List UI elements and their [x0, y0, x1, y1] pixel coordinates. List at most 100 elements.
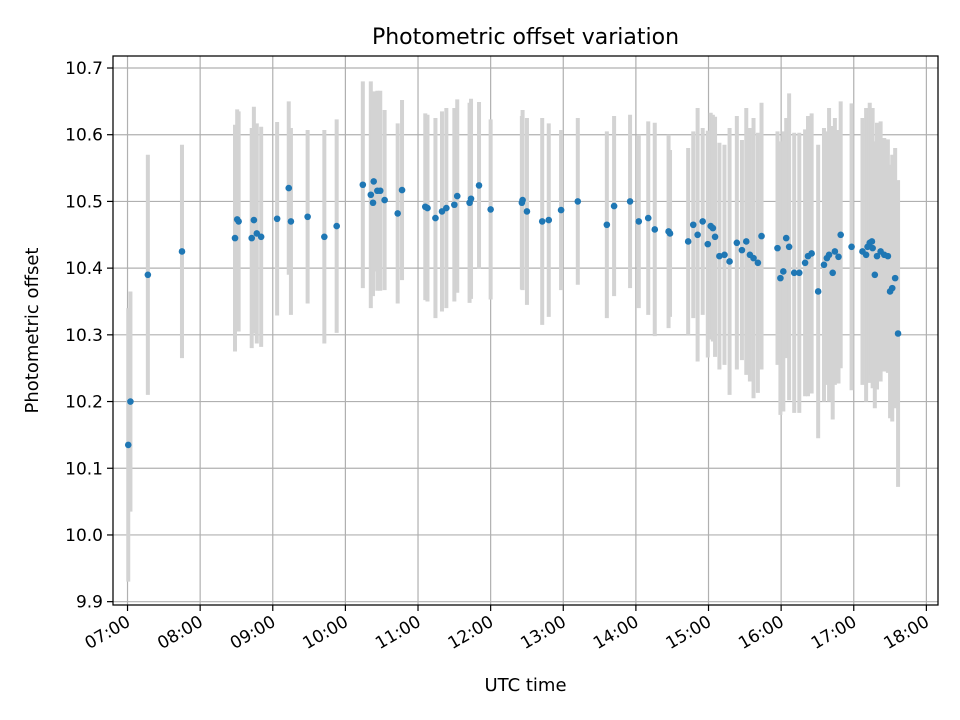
data-point [716, 252, 723, 260]
data-point [487, 206, 494, 213]
data-point [774, 244, 781, 252]
data-point [394, 210, 401, 217]
x-axis-label: UTC time [484, 675, 566, 696]
data-point [862, 251, 870, 259]
data-point [777, 274, 784, 282]
data-point [868, 238, 876, 245]
data-point [235, 218, 242, 225]
data-point [273, 215, 281, 223]
data-point [610, 202, 618, 210]
data-point [721, 251, 728, 259]
data-point [127, 398, 134, 405]
data-point [370, 178, 378, 185]
data-points [124, 178, 902, 449]
y-tick-label: 10.0 [65, 526, 103, 546]
data-point [754, 259, 762, 267]
data-point [367, 191, 375, 199]
data-point [369, 199, 377, 207]
data-point [248, 234, 256, 242]
data-point [626, 198, 634, 205]
data-point [443, 204, 450, 212]
data-point [124, 441, 132, 449]
data-point [376, 187, 384, 195]
y-tick-label: 10.4 [65, 259, 103, 279]
data-point [644, 214, 652, 222]
data-point [538, 218, 546, 225]
data-point [285, 184, 293, 192]
data-point [869, 244, 876, 252]
data-point [820, 261, 828, 269]
data-point [829, 269, 836, 277]
data-point [545, 216, 553, 224]
data-point [733, 239, 741, 247]
y-tick-label: 10.5 [65, 192, 103, 212]
data-point [785, 243, 793, 251]
y-tick-label: 10.3 [65, 326, 103, 346]
data-point [888, 284, 896, 292]
data-point [873, 252, 881, 260]
data-point [523, 208, 531, 215]
data-point [321, 233, 328, 241]
data-point [684, 238, 692, 245]
data-point [782, 234, 790, 242]
data-point [603, 221, 611, 229]
data-point [894, 330, 902, 337]
data-point [574, 198, 582, 205]
chart-title: Photometric offset variation [372, 25, 679, 50]
data-point [519, 196, 526, 204]
data-point [750, 254, 757, 262]
data-point [884, 252, 892, 260]
data-point [666, 230, 674, 237]
y-tick-label: 10.2 [65, 393, 103, 413]
data-point [475, 182, 483, 189]
data-point [689, 221, 697, 229]
data-point [453, 192, 461, 200]
y-tick-label: 10.7 [65, 59, 103, 79]
data-point [287, 218, 295, 225]
data-point [451, 201, 458, 209]
y-tick-label: 9.9 [76, 593, 103, 613]
data-point [742, 238, 750, 245]
data-point [333, 222, 340, 230]
data-point [795, 269, 803, 277]
data-point [808, 250, 815, 257]
data-point [231, 234, 239, 242]
data-point [709, 224, 717, 232]
y-tick-label: 10.6 [65, 126, 103, 146]
data-point [635, 218, 643, 225]
data-point [801, 259, 809, 267]
data-point [257, 233, 265, 241]
data-point [790, 269, 798, 277]
data-point [738, 246, 746, 254]
data-point [144, 271, 152, 279]
data-point [837, 231, 844, 239]
data-point [780, 268, 787, 275]
data-point [178, 248, 186, 255]
data-point [814, 288, 822, 295]
data-point [871, 271, 879, 279]
data-point [825, 251, 833, 259]
data-point [699, 218, 707, 225]
data-point [726, 258, 733, 265]
data-point [891, 274, 899, 282]
data-point [398, 186, 406, 194]
data-point [704, 240, 712, 248]
data-point [557, 206, 565, 214]
data-point [758, 232, 765, 240]
data-point [694, 231, 701, 239]
plot-frame [112, 55, 939, 606]
data-point [711, 233, 719, 241]
data-point [848, 243, 855, 251]
data-point [651, 226, 659, 233]
y-axis-ticks: 9.9 10.0 10.1 10.2 10.3 10.4 10.5 10.6 10.7 [65, 59, 113, 613]
data-point [424, 204, 431, 212]
data-point [381, 196, 388, 204]
data-point [250, 216, 258, 224]
y-axis-label: Photometric offset [22, 248, 43, 414]
data-point [467, 195, 475, 203]
data-point [304, 213, 311, 221]
data-point [432, 214, 439, 222]
data-point [831, 248, 839, 255]
data-point [359, 181, 367, 189]
